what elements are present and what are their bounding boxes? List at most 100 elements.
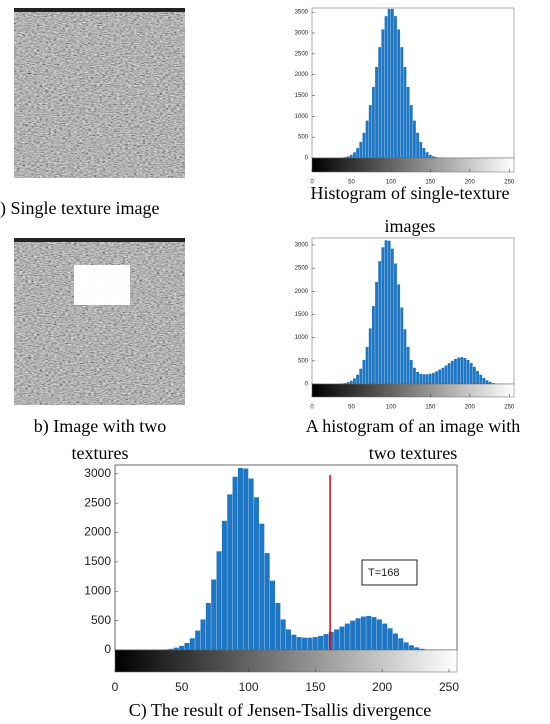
x-tick-label: 200 bbox=[465, 180, 476, 186]
bar bbox=[416, 132, 420, 158]
bar bbox=[344, 623, 350, 650]
bar bbox=[200, 619, 206, 650]
plot-area bbox=[114, 464, 458, 651]
bar bbox=[463, 358, 467, 384]
y-tick-label: 1500 bbox=[84, 554, 111, 568]
bar bbox=[413, 120, 416, 158]
y-tick-label: 2500 bbox=[295, 51, 309, 57]
bar bbox=[392, 633, 398, 650]
colorbar bbox=[311, 157, 515, 173]
bar bbox=[356, 148, 360, 158]
y-tick-label: 2000 bbox=[295, 72, 309, 78]
bar bbox=[237, 467, 243, 650]
bar bbox=[275, 603, 281, 650]
bar bbox=[419, 141, 423, 158]
bar bbox=[334, 629, 340, 650]
bar bbox=[368, 105, 372, 158]
y-tick-label: 2500 bbox=[295, 266, 309, 272]
bar bbox=[397, 29, 401, 158]
bar bbox=[413, 367, 416, 384]
bar bbox=[368, 328, 372, 384]
caption: A histogram of an image with bbox=[306, 416, 520, 436]
bar bbox=[365, 346, 369, 384]
bar bbox=[428, 373, 432, 384]
bar bbox=[431, 372, 435, 384]
bar bbox=[488, 381, 492, 384]
bar bbox=[382, 623, 388, 650]
bar bbox=[232, 476, 238, 650]
bar bbox=[355, 618, 361, 650]
bar bbox=[371, 86, 375, 158]
bar bbox=[205, 603, 211, 650]
bar bbox=[450, 360, 454, 384]
bar bbox=[394, 263, 397, 384]
y-tick-label: 500 bbox=[298, 135, 309, 141]
y-tick-label: 1500 bbox=[295, 93, 309, 99]
caption: C) The result of Jensen-Tsallis divergen… bbox=[129, 700, 432, 721]
bar bbox=[400, 307, 404, 384]
bar bbox=[179, 645, 185, 650]
y-tick-label: 0 bbox=[305, 156, 309, 162]
bar bbox=[457, 357, 461, 384]
bar bbox=[406, 86, 410, 158]
y-tick-label: 1000 bbox=[295, 335, 309, 341]
bar bbox=[454, 358, 457, 384]
bar bbox=[444, 365, 448, 384]
histogram: 0 500 1000 1500 2000 2500 3000 0 50 100 150 200 250 bbox=[295, 237, 515, 411]
y-tick-label: 1500 bbox=[295, 312, 309, 318]
bar bbox=[472, 366, 476, 384]
bar bbox=[307, 637, 313, 650]
y-tick-label: 0 bbox=[305, 382, 309, 388]
texture-image-two bbox=[14, 238, 185, 405]
x-tick-label: 50 bbox=[348, 180, 355, 186]
bar bbox=[425, 152, 429, 158]
bar bbox=[428, 154, 432, 158]
bar bbox=[286, 629, 292, 650]
bar bbox=[419, 648, 425, 650]
bar bbox=[362, 132, 366, 158]
caption: two textures bbox=[369, 443, 457, 463]
bar bbox=[425, 374, 429, 384]
bar bbox=[349, 380, 353, 384]
y-tick-label: 1000 bbox=[84, 583, 111, 597]
bar bbox=[381, 29, 385, 158]
annotation: T=168 bbox=[368, 567, 400, 579]
bar bbox=[384, 240, 388, 384]
y-tick-label: 3000 bbox=[295, 243, 309, 249]
caption: textures bbox=[72, 443, 129, 463]
bar bbox=[476, 371, 479, 384]
bar bbox=[184, 642, 190, 650]
bar bbox=[408, 645, 414, 650]
x-tick-label: 150 bbox=[305, 680, 325, 694]
bar bbox=[376, 619, 382, 650]
bar bbox=[371, 617, 377, 650]
bar bbox=[318, 635, 324, 650]
bar bbox=[253, 497, 259, 650]
bar bbox=[339, 626, 345, 650]
bar bbox=[346, 156, 350, 158]
caption: b) Image with two bbox=[34, 416, 166, 437]
bar bbox=[414, 647, 420, 650]
y-tick-label: 3500 bbox=[295, 10, 309, 16]
annotation-box bbox=[361, 559, 418, 586]
bar bbox=[189, 638, 195, 650]
bar bbox=[403, 642, 409, 650]
y-tick-label: 500 bbox=[298, 358, 309, 364]
bar bbox=[479, 374, 483, 384]
bar bbox=[168, 648, 174, 650]
bar bbox=[482, 377, 486, 384]
bar bbox=[378, 261, 382, 384]
bar bbox=[343, 157, 347, 158]
bar bbox=[365, 120, 369, 158]
bar bbox=[406, 346, 410, 384]
bar bbox=[227, 494, 233, 650]
bar bbox=[416, 371, 420, 384]
bar bbox=[366, 615, 372, 650]
bar bbox=[375, 282, 378, 384]
bar bbox=[397, 284, 401, 384]
bar bbox=[211, 579, 217, 650]
bar bbox=[243, 468, 249, 650]
bar bbox=[387, 628, 393, 650]
bar bbox=[323, 634, 329, 650]
